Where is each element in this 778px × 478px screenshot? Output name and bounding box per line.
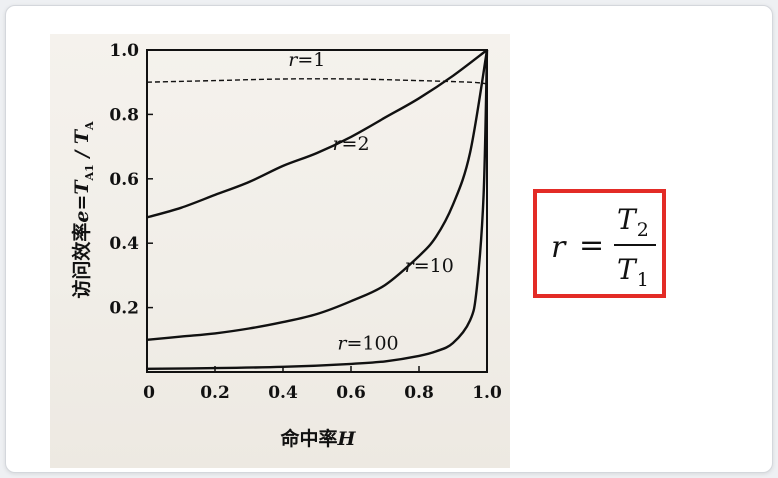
formula-lhs: r: [551, 230, 566, 265]
chart-ticks: 0 0.2 0.4 0.6 0.8 1.0 0.2 0.4 0.6 0.8 1.0: [109, 41, 502, 403]
y-tick-label: 1.0: [109, 41, 139, 61]
x-tick-label: 0.4: [268, 383, 298, 403]
formula-highlight-box: r = T2 T1: [533, 189, 666, 298]
curve-r-100: [146, 49, 489, 370]
chart-axes: [146, 49, 488, 373]
formula-denominator: T1: [617, 253, 649, 291]
x-tick-label: 0: [143, 383, 155, 403]
y-tick-label: 0.8: [109, 105, 139, 125]
x-tick-label: 0.6: [336, 383, 366, 403]
curve-label-r-1: r=1: [288, 49, 325, 71]
curve-r-1: [146, 78, 488, 85]
formula-equals: =: [579, 228, 605, 263]
x-axis-label: 命中率H: [281, 427, 357, 450]
curve-r-10: [146, 49, 489, 341]
plot-frame: [146, 49, 488, 373]
x-tick-label: 1.0: [472, 383, 502, 403]
x-tick-label: 0.2: [200, 383, 230, 403]
chart-curves: [146, 49, 489, 370]
formula-numerator: T2: [617, 203, 649, 241]
curve-r-2: [146, 49, 488, 219]
fraction-bar: [614, 244, 656, 246]
y-tick-label: 0.2: [109, 299, 139, 319]
y-tick-label: 0.4: [109, 234, 139, 254]
y-axis-label: 访问效率e=TA1 / TA: [70, 121, 96, 299]
ratio-formula: r = T2 T1: [537, 193, 662, 294]
y-tick-label: 0.6: [109, 170, 139, 190]
chart-curve-labels: r=1 r=2 r=10 r=100: [288, 49, 454, 354]
curve-label-r-100: r=100: [337, 332, 398, 354]
chart-photo: [50, 34, 510, 468]
x-tick-label: 0.8: [404, 383, 434, 403]
curve-label-r-10: r=10: [405, 255, 454, 277]
curve-label-r-2: r=2: [332, 133, 369, 155]
